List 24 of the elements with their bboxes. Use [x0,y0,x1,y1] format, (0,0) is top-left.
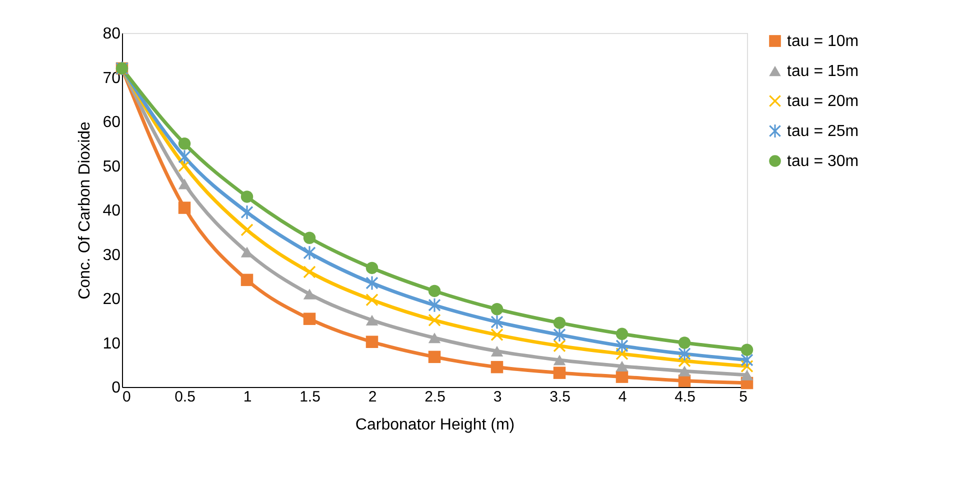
x-tick-label: 2 [368,388,377,406]
y-tick-label: 40 [102,202,121,220]
y-tick-label: 30 [102,246,121,264]
x-tick-label: 4.5 [674,388,696,406]
x-tick-label: 1 [243,388,252,406]
legend-label: tau = 25m [787,123,859,140]
x-tick-label: 3 [493,388,502,406]
legend-label: tau = 10m [787,33,859,50]
y-axis-title: Conc. Of Carbon Dioxide [76,121,94,300]
y-tick-label: 50 [102,158,121,176]
x-tick-label: 5 [739,388,748,406]
x-tick-label: 3.5 [550,388,570,406]
x-tick-label: 1.5 [300,388,320,406]
legend-label: tau = 20m [787,93,859,110]
x-axis-title: Carbonator Height (m) [355,416,515,434]
y-tick-label: 60 [102,114,121,131]
legend-label: tau = 15m [787,63,859,80]
x-tick-label: 0.5 [174,388,196,406]
legend-label: tau = 30m [787,153,859,170]
x-tick-label: 4 [618,388,627,406]
y-tick-label: 20 [102,291,121,308]
y-tick-label: 10 [102,335,121,352]
y-tick-label: 80 [102,26,121,42]
x-tick-label: 2.5 [424,388,446,406]
